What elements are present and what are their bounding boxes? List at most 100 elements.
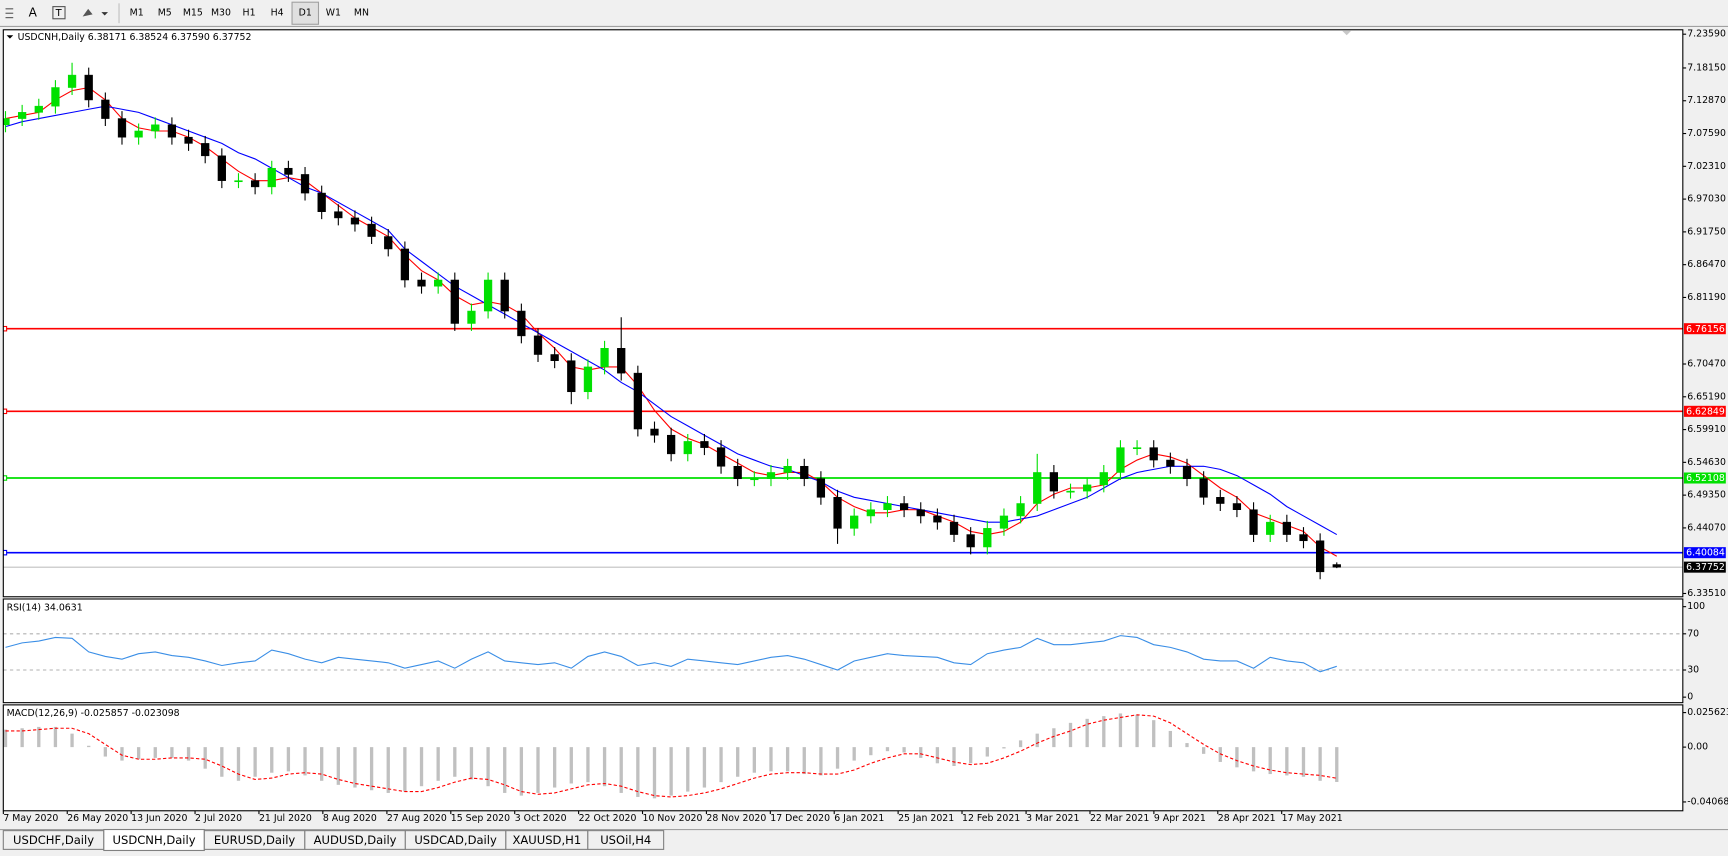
macd-bar — [236, 747, 241, 781]
tab-label[interactable]: USOil,H4 — [600, 833, 651, 847]
macd-bar — [1318, 747, 1322, 781]
macd-bar — [1052, 728, 1056, 748]
timeframe-button[interactable]: W1 — [326, 8, 341, 19]
candle-body — [117, 118, 127, 138]
shift-marker — [1342, 30, 1352, 36]
candle-body — [334, 211, 343, 219]
macd-bar — [819, 747, 823, 776]
macd-bar — [353, 747, 357, 788]
candle-body — [1282, 521, 1291, 535]
candle-body — [101, 99, 110, 119]
candle-body — [184, 136, 193, 144]
tab[interactable] — [587, 830, 665, 850]
tab-label[interactable]: USDCAD,Daily — [414, 833, 497, 847]
macd-bar — [1185, 743, 1189, 748]
bid-value: 6.37752 — [1686, 562, 1725, 573]
macd-bar — [1035, 733, 1039, 748]
candle-body — [816, 478, 826, 498]
macd-bar — [1201, 747, 1206, 754]
candle-body — [1132, 447, 1142, 450]
candle-body — [999, 515, 1009, 529]
macd-bar — [869, 747, 873, 756]
macd-bar — [37, 726, 41, 748]
macd-bar — [686, 747, 690, 792]
candle-body — [201, 143, 210, 157]
y-tick-label: 7.18150 — [1687, 62, 1726, 73]
timeframe-button[interactable]: H1 — [243, 8, 256, 19]
moving-average — [5, 105, 1338, 536]
label-tool[interactable]: T — [52, 6, 66, 20]
pane: USDCNH,Daily 6.38171 6.38524 6.37590 6.3… — [3, 32, 1683, 580]
text-tool[interactable]: A — [29, 6, 38, 20]
macd-bar — [1135, 714, 1139, 748]
candle-body — [1049, 472, 1059, 492]
candle-body — [234, 180, 243, 183]
macd-bar — [952, 747, 956, 766]
tab-label[interactable]: EURUSD,Daily — [214, 833, 296, 847]
candle-body — [367, 223, 376, 237]
candle-body — [317, 192, 326, 212]
candle-body — [650, 428, 659, 436]
tab-label[interactable]: USDCNH,Daily — [113, 833, 196, 847]
tab-label[interactable]: USDCHF,Daily — [13, 833, 94, 847]
candle-body — [533, 335, 543, 355]
candle-body — [667, 434, 676, 455]
timeframe-button[interactable]: M5 — [158, 8, 172, 19]
macd-bar — [320, 747, 324, 781]
candle-body — [1266, 521, 1275, 535]
macd-bar — [1235, 747, 1239, 768]
candle-body — [1083, 484, 1092, 492]
active-button — [291, 1, 320, 25]
timeframe-button[interactable]: D1 — [299, 8, 312, 19]
macd-bar — [736, 747, 740, 777]
timeframe-button[interactable]: M15 — [183, 8, 203, 19]
macd-bar — [902, 747, 906, 753]
timeframe-button[interactable]: MN — [354, 8, 369, 19]
chart-area — [3, 29, 1683, 811]
candle-body — [284, 167, 293, 175]
candle-body — [833, 497, 842, 529]
macd-bar — [336, 747, 340, 785]
pane-title: RSI(14) 34.0631 — [7, 602, 83, 613]
macd-bar — [619, 747, 623, 793]
candle-body — [167, 124, 177, 138]
candle-body — [500, 279, 509, 312]
level-anchor — [3, 325, 8, 332]
macd-bar — [403, 747, 407, 792]
y-tick-label: 6.97030 — [1687, 194, 1726, 205]
macd-bar — [203, 747, 207, 769]
timeframe-button[interactable]: M30 — [211, 8, 231, 19]
timeframe-button[interactable]: M1 — [130, 8, 144, 19]
candle-body — [134, 130, 143, 138]
shapes-tool[interactable] — [82, 8, 108, 17]
macd-bar — [286, 747, 291, 772]
y-tick-label: 30 — [1687, 665, 1699, 676]
candle-body — [67, 74, 77, 88]
macd-bar — [1002, 747, 1006, 749]
candle-body — [916, 509, 925, 517]
chart-legend: USDCNH,Daily 6.38171 6.38524 6.37590 6.3… — [18, 32, 252, 43]
y-tick-label: 6.49350 — [1687, 490, 1726, 501]
macd-bar — [935, 747, 940, 764]
candle-body — [1149, 447, 1158, 461]
y-tick-label: 7.07590 — [1687, 128, 1726, 139]
candle-body — [3, 118, 10, 126]
macd-bar — [985, 747, 989, 757]
macd-bar — [120, 747, 124, 761]
x-tick-label: 3 Oct 2020 — [515, 813, 567, 824]
candle-body — [1332, 564, 1341, 568]
crosshair-tool[interactable] — [5, 8, 14, 19]
candle-body — [417, 279, 426, 287]
candle-body — [883, 503, 892, 511]
level-anchor — [3, 408, 8, 415]
timeframe-button[interactable]: H4 — [271, 8, 284, 19]
macd-bar — [536, 747, 540, 793]
y-tick-label: 100 — [1687, 601, 1705, 612]
tab-label[interactable]: AUDUSD,Daily — [314, 833, 397, 847]
macd-bar — [636, 747, 640, 797]
y-tick-label: 0.00 — [1687, 742, 1708, 753]
macd-bar — [752, 747, 756, 773]
macd-bar — [719, 747, 723, 783]
tab-label[interactable]: XAUUSD,H1 — [512, 833, 581, 847]
